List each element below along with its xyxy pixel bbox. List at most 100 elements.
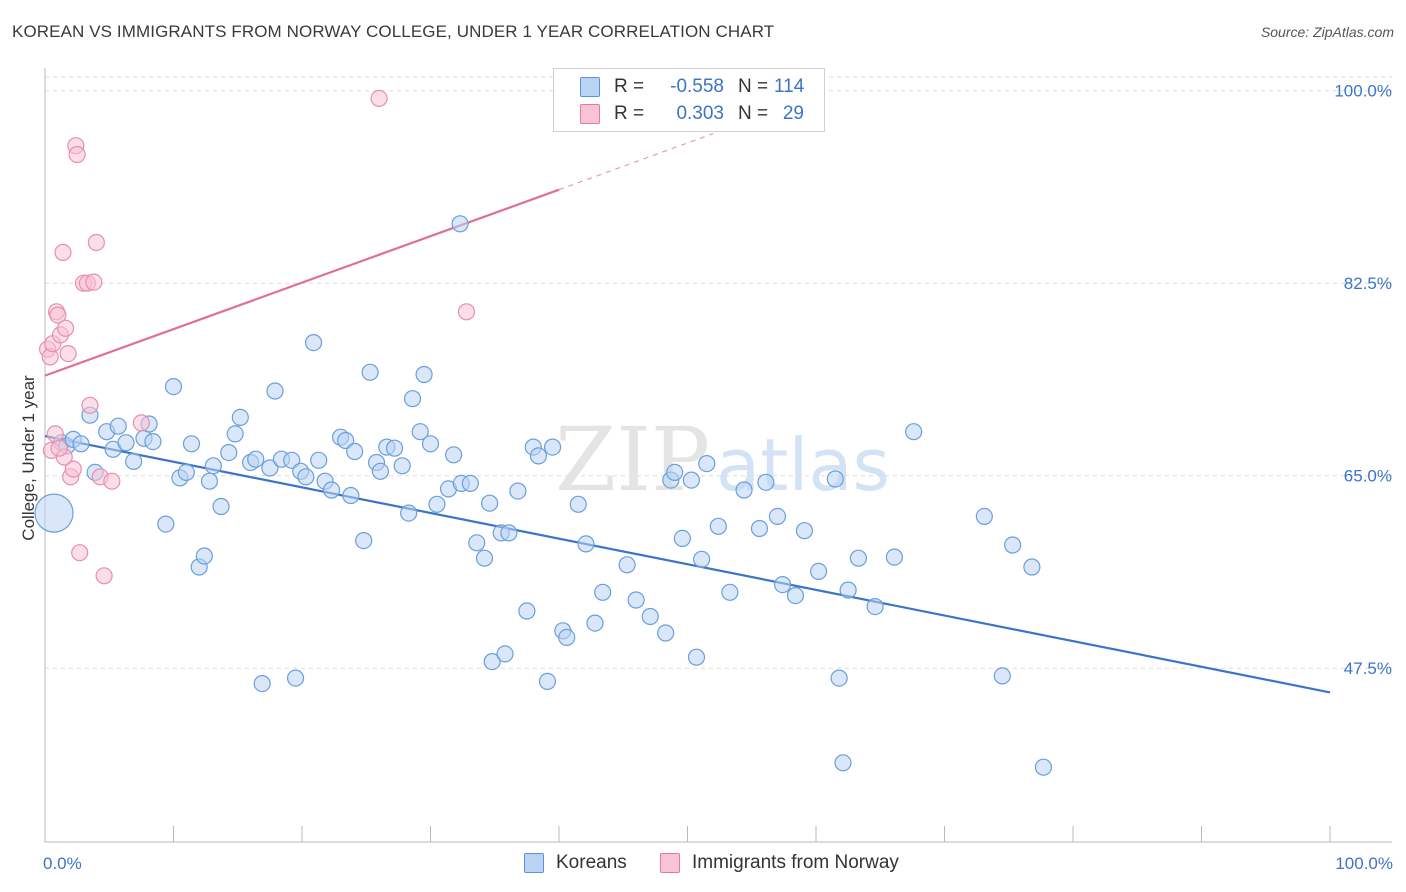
korean-point [627, 591, 645, 609]
korean-point [905, 423, 923, 441]
legend-n-value: 29 [782, 103, 804, 124]
legend-item-koreans[interactable]: Koreans [524, 852, 627, 874]
norway-point [46, 425, 64, 443]
korean-point [786, 586, 805, 605]
korean-point [509, 482, 527, 500]
korean-point [768, 507, 787, 526]
korean-point [795, 522, 814, 540]
korean-point [839, 581, 857, 599]
korean-point [849, 549, 868, 567]
legend-label-koreans: Koreans [556, 852, 627, 873]
korean-point [834, 754, 852, 772]
chart-title: KOREAN VS IMMIGRANTS FROM NORWAY COLLEGE… [12, 22, 775, 41]
korean-point [543, 438, 562, 456]
korean-point [200, 472, 219, 490]
korean-point [750, 519, 769, 538]
y-tick-label: 100.0% [1334, 82, 1392, 101]
korean-point [529, 447, 548, 465]
korean-point [666, 463, 684, 481]
watermark: ZIP atlas [555, 408, 890, 511]
grid-lines [45, 76, 1392, 669]
korean-point [393, 457, 411, 475]
korean-point [195, 547, 213, 565]
legend-r-value: 0.303 [676, 103, 724, 124]
legend-r-label: R = [614, 76, 645, 97]
korean-point [975, 507, 993, 526]
koreans-swatch-icon [580, 77, 600, 97]
norway-point [56, 319, 75, 337]
korean-point [322, 481, 341, 499]
korean-point [830, 669, 848, 687]
korean-point [403, 390, 422, 408]
korean-point [212, 497, 230, 516]
korean-point [304, 334, 323, 352]
x-tick-labels: 0.0% 100.0% [43, 854, 1393, 873]
korean-point [220, 444, 238, 462]
y-tick-label: 47.5% [1344, 659, 1392, 678]
korean-point [577, 535, 595, 553]
korean-point [586, 614, 604, 632]
korean-point [773, 575, 792, 594]
legend-label-norway: Immigrants from Norway [692, 852, 899, 873]
data-points [34, 89, 1053, 776]
korean-point [558, 628, 576, 647]
korean-point [361, 363, 379, 381]
x-tick-label: 0.0% [43, 854, 82, 873]
legend-r-value: -0.558 [670, 76, 724, 97]
trend-lines [44, 133, 1331, 694]
norway-trend-extension [558, 133, 714, 191]
watermark-zip: ZIP [555, 408, 710, 511]
korean-point [721, 583, 739, 601]
korean-point [1034, 758, 1053, 776]
norway-point [64, 460, 82, 478]
korean-point [687, 648, 706, 666]
legend-item-norway[interactable]: Immigrants from Norway [660, 852, 899, 874]
korean-point [866, 597, 884, 616]
correlation-legend: R = -0.558 N = 114 R = 0.303 N = 29 [553, 68, 825, 132]
korean-point [247, 450, 265, 468]
korean-point [461, 474, 479, 492]
korean-point [204, 457, 222, 475]
korean-point [310, 451, 328, 469]
korean-point [286, 669, 305, 687]
norway-point [54, 243, 72, 261]
norway-swatch-icon [660, 853, 680, 873]
korean-point [735, 481, 753, 499]
norway-point [59, 345, 77, 363]
korean-point [445, 446, 463, 464]
korean-point [400, 504, 418, 522]
korean-point [885, 548, 903, 566]
norway-point [132, 414, 150, 432]
series-legend: Koreans Immigrants from Norway [0, 852, 1406, 878]
norway-point [49, 306, 67, 324]
korean-point [342, 486, 360, 505]
korean-point [266, 382, 284, 400]
korean-point [475, 549, 494, 567]
korean-point [538, 672, 557, 691]
korean-point [641, 607, 659, 626]
korean-point [253, 674, 271, 693]
norway-point [50, 439, 68, 457]
norway-swatch-icon [580, 104, 600, 124]
legend-n-label: N = [738, 76, 769, 97]
korean-point [826, 470, 844, 488]
korean-point [117, 434, 135, 452]
korean-point [569, 495, 587, 513]
korean-point [993, 667, 1011, 685]
korean-point [261, 459, 279, 477]
korean-point [144, 433, 162, 451]
x-tick-label: 100.0% [1335, 854, 1393, 873]
y-tick-labels: 47.5% 65.0% 82.5% 100.0% [1334, 82, 1392, 679]
norway-point [370, 89, 388, 108]
korean-point [1004, 536, 1022, 554]
korean-point [451, 215, 469, 233]
korean-point [496, 645, 514, 663]
korean-point [421, 435, 440, 453]
norway-point [87, 233, 106, 252]
legend-r-label: R = [614, 103, 645, 124]
korean-point [673, 529, 691, 548]
norway-trend-line [44, 188, 560, 377]
norway-point [95, 567, 113, 585]
y-tick-label: 82.5% [1344, 274, 1392, 293]
y-tick-label: 65.0% [1344, 467, 1392, 486]
